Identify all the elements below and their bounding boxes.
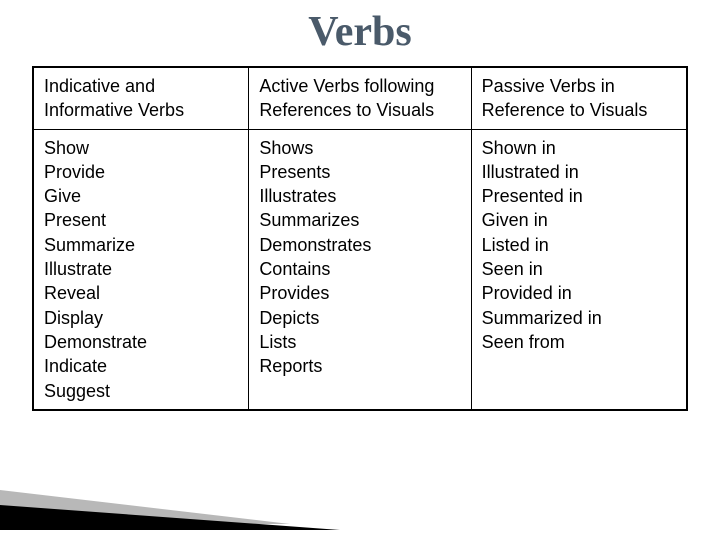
- verb: Seen in: [482, 257, 676, 281]
- verb: Shown in: [482, 136, 676, 160]
- verb: Illustrates: [259, 184, 460, 208]
- table-header-row: Indicative and Informative Verbs Active …: [33, 67, 687, 129]
- verb: Summarized in: [482, 306, 676, 330]
- verb: Reveal: [44, 281, 238, 305]
- verb: Present: [44, 208, 238, 232]
- cell-passive-verbs: Shown in Illustrated in Presented in Giv…: [471, 129, 687, 410]
- verb: Demonstrate: [44, 330, 238, 354]
- verb: Show: [44, 136, 238, 160]
- verb: Lists: [259, 330, 460, 354]
- verb: Give: [44, 184, 238, 208]
- page-title: Verbs: [0, 0, 720, 66]
- slide-decoration-icon: [0, 490, 340, 540]
- verb: Seen from: [482, 330, 676, 354]
- cell-active-verbs: Shows Presents Illustrates Summarizes De…: [249, 129, 471, 410]
- verb: Illustrated in: [482, 160, 676, 184]
- verb: Summarize: [44, 233, 238, 257]
- table-row: Show Provide Give Present Summarize Illu…: [33, 129, 687, 410]
- verb: Display: [44, 306, 238, 330]
- verb: Reports: [259, 354, 460, 378]
- column-header-passive: Passive Verbs in Reference to Visuals: [471, 67, 687, 129]
- verb: Provides: [259, 281, 460, 305]
- verb: Presents: [259, 160, 460, 184]
- verb: Suggest: [44, 379, 238, 403]
- verb: Provide: [44, 160, 238, 184]
- verb: Indicate: [44, 354, 238, 378]
- verb: Presented in: [482, 184, 676, 208]
- verb: Depicts: [259, 306, 460, 330]
- column-header-indicative: Indicative and Informative Verbs: [33, 67, 249, 129]
- verb: Shows: [259, 136, 460, 160]
- verb: Listed in: [482, 233, 676, 257]
- cell-indicative-verbs: Show Provide Give Present Summarize Illu…: [33, 129, 249, 410]
- column-header-active: Active Verbs following References to Vis…: [249, 67, 471, 129]
- verb: Summarizes: [259, 208, 460, 232]
- verbs-table: Indicative and Informative Verbs Active …: [32, 66, 688, 411]
- verb: Contains: [259, 257, 460, 281]
- table-container: Indicative and Informative Verbs Active …: [0, 66, 720, 411]
- verb: Demonstrates: [259, 233, 460, 257]
- verb: Illustrate: [44, 257, 238, 281]
- verb: Provided in: [482, 281, 676, 305]
- verb: Given in: [482, 208, 676, 232]
